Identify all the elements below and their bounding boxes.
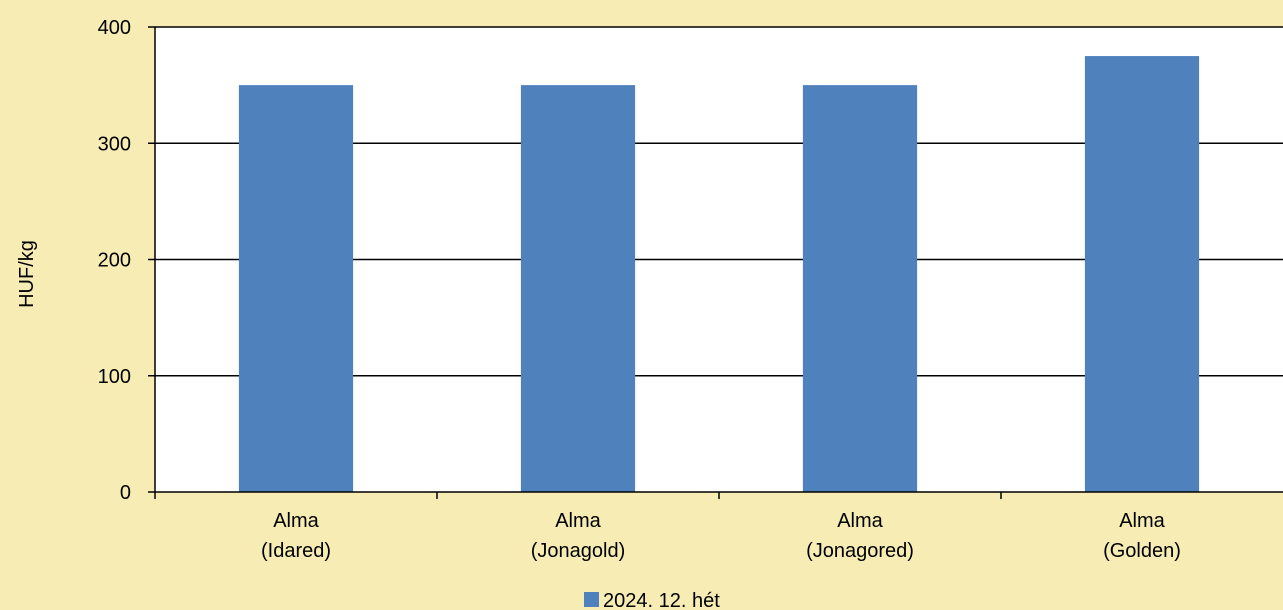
y-tick-label: 300 xyxy=(98,133,131,155)
x-category-label: Alma xyxy=(555,510,601,532)
y-axis-title: HUF/kg xyxy=(16,240,38,308)
x-category-label: (Golden) xyxy=(1103,540,1181,562)
bar xyxy=(802,85,918,492)
y-axis-ticks: 0 100 200 300 400 xyxy=(98,17,155,504)
bar xyxy=(1084,56,1200,492)
y-tick-label: 200 xyxy=(98,250,131,272)
y-tick-label: 400 xyxy=(98,17,131,39)
x-category-label: Alma xyxy=(837,510,883,532)
x-axis-labels: Alma (Idared) Alma (Jonagold) Alma (Jonagored… xyxy=(154,492,1181,562)
y-tick-label: 0 xyxy=(120,482,131,504)
x-category-label: (Idared) xyxy=(261,540,331,562)
bar xyxy=(520,85,636,492)
legend-swatch xyxy=(584,592,599,607)
bars xyxy=(238,56,1200,492)
x-category-label: Alma xyxy=(1119,510,1165,532)
x-category-label: (Jonagored) xyxy=(806,540,914,562)
legend: 2024. 12. hét xyxy=(584,590,720,610)
x-category-label: Alma xyxy=(273,510,319,532)
x-category-label: (Jonagold) xyxy=(531,540,626,562)
y-tick-label: 100 xyxy=(98,366,131,388)
legend-label: 2024. 12. hét xyxy=(603,590,720,610)
bar xyxy=(238,85,354,492)
